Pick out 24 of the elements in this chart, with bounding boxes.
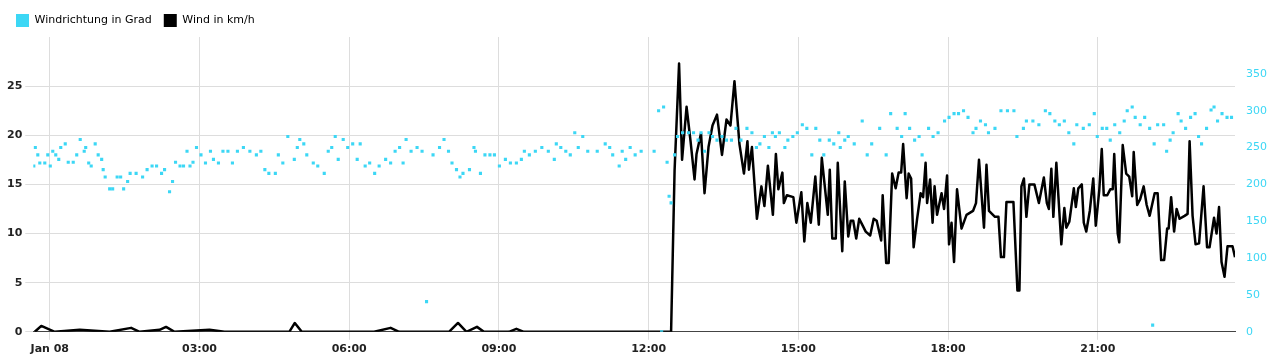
- y-tick-label: 10: [7, 226, 23, 240]
- y2-tick-label: 150: [1246, 214, 1267, 228]
- y2-tick-label: 100: [1246, 250, 1267, 264]
- x-tick-label: Jan 08: [29, 342, 70, 356]
- x-tick-label: 18:00: [930, 342, 966, 356]
- x-tick-label: 03:00: [181, 342, 218, 356]
- legend-label: Windrichtung in Grad: [34, 13, 152, 27]
- y-tick-label: 5: [14, 275, 23, 289]
- x-tick-label: 21:00: [1080, 342, 1116, 356]
- x-tick-label: 12:00: [631, 342, 667, 356]
- y-tick-label: 25: [7, 78, 23, 92]
- y2-tick-label: 50: [1246, 287, 1260, 301]
- x-tick-label: 06:00: [331, 342, 368, 356]
- x-tick-label: 15:00: [780, 342, 817, 356]
- x-tick-label: 09:00: [481, 342, 517, 356]
- legend-label: Wind in km/h: [182, 13, 255, 27]
- y2-tick-label: 200: [1246, 177, 1267, 191]
- y-tick-label: 0: [14, 324, 23, 338]
- y2-tick-label: 350: [1246, 66, 1267, 80]
- y2-tick-label: 250: [1246, 140, 1267, 154]
- y-tick-label: 15: [7, 177, 23, 191]
- y2-tick-label: 300: [1246, 103, 1267, 117]
- y-tick-label: 20: [7, 128, 23, 142]
- y2-tick-label: 0: [1246, 324, 1253, 338]
